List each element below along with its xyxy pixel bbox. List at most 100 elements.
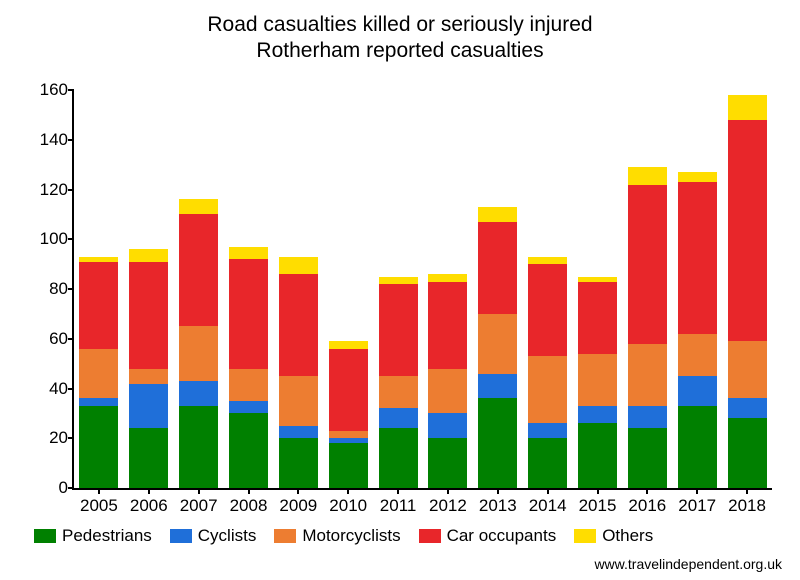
chart-title-line1: Road casualties killed or seriously inju…	[0, 12, 800, 38]
bar-segment-motorcyclists	[728, 341, 767, 398]
x-tick-label: 2016	[628, 496, 666, 516]
y-tick-mark	[68, 288, 74, 290]
x-tick-label: 2013	[479, 496, 517, 516]
chart-title: Road casualties killed or seriously inju…	[0, 0, 800, 65]
bar-segment-pedestrians	[628, 428, 667, 488]
bar-segment-car_occupants	[628, 185, 667, 344]
x-tick-mark	[646, 488, 648, 494]
y-tick-label: 40	[28, 379, 68, 399]
bar-segment-others	[428, 274, 467, 281]
bar-segment-car_occupants	[678, 182, 717, 334]
bar-segment-cyclists	[428, 413, 467, 438]
bar-segment-motorcyclists	[129, 369, 168, 384]
x-tick-label: 2012	[429, 496, 467, 516]
bar-segment-motorcyclists	[428, 369, 467, 414]
y-tick-mark	[68, 487, 74, 489]
bar-segment-cyclists	[129, 384, 168, 429]
bar-segment-pedestrians	[379, 428, 418, 488]
bar-segment-car_occupants	[129, 262, 168, 369]
legend-swatch-cyclists	[170, 529, 192, 543]
bar-segment-cyclists	[229, 401, 268, 413]
legend-label-others: Others	[602, 526, 653, 546]
x-tick-mark	[497, 488, 499, 494]
bar-segment-car_occupants	[279, 274, 318, 376]
bar-segment-motorcyclists	[279, 376, 318, 426]
bar-segment-car_occupants	[578, 282, 617, 354]
legend-swatch-car_occupants	[419, 529, 441, 543]
bar-segment-motorcyclists	[578, 354, 617, 406]
x-tick-label: 2009	[279, 496, 317, 516]
y-tick-mark	[68, 338, 74, 340]
legend-label-pedestrians: Pedestrians	[62, 526, 152, 546]
y-tick-label: 100	[28, 229, 68, 249]
chart-container: Road casualties killed or seriously inju…	[0, 0, 800, 580]
chart-title-line2: Rotherham reported casualties	[0, 38, 800, 64]
bar-segment-motorcyclists	[179, 326, 218, 381]
y-tick-label: 160	[28, 80, 68, 100]
y-tick-label: 140	[28, 130, 68, 150]
y-tick-mark	[68, 189, 74, 191]
legend-item-others: Others	[574, 526, 653, 546]
x-tick-label: 2008	[230, 496, 268, 516]
y-tick-label: 60	[28, 329, 68, 349]
x-tick-label: 2010	[329, 496, 367, 516]
x-tick-label: 2017	[678, 496, 716, 516]
x-tick-mark	[98, 488, 100, 494]
bar-segment-car_occupants	[329, 349, 368, 431]
bar-segment-pedestrians	[229, 413, 268, 488]
bar-segment-pedestrians	[179, 406, 218, 488]
bar-segment-car_occupants	[229, 259, 268, 368]
plot-area: 0204060801001201401602005200620072008200…	[72, 90, 772, 490]
bar-segment-others	[578, 277, 617, 282]
x-tick-mark	[148, 488, 150, 494]
y-tick-label: 120	[28, 180, 68, 200]
bar-segment-others	[79, 257, 118, 262]
bar-segment-pedestrians	[578, 423, 617, 488]
bar-segment-others	[678, 172, 717, 182]
x-tick-label: 2015	[579, 496, 617, 516]
bar-segment-pedestrians	[79, 406, 118, 488]
bar-segment-others	[229, 247, 268, 259]
x-tick-mark	[597, 488, 599, 494]
y-tick-mark	[68, 139, 74, 141]
bar-segment-cyclists	[179, 381, 218, 406]
y-tick-mark	[68, 89, 74, 91]
bar-segment-pedestrians	[678, 406, 717, 488]
bar-segment-others	[379, 277, 418, 284]
x-tick-label: 2006	[130, 496, 168, 516]
legend-label-car_occupants: Car occupants	[447, 526, 557, 546]
bar-segment-others	[179, 199, 218, 214]
legend-item-car_occupants: Car occupants	[419, 526, 557, 546]
bar-segment-cyclists	[79, 398, 118, 405]
bar-segment-cyclists	[279, 426, 318, 438]
y-tick-label: 0	[28, 478, 68, 498]
bar-segment-pedestrians	[428, 438, 467, 488]
x-tick-mark	[547, 488, 549, 494]
x-tick-mark	[248, 488, 250, 494]
bar-segment-cyclists	[578, 406, 617, 423]
bar-segment-car_occupants	[478, 222, 517, 314]
source-text: www.travelindependent.org.uk	[594, 556, 782, 572]
x-tick-mark	[198, 488, 200, 494]
bar-segment-car_occupants	[379, 284, 418, 376]
bar-segment-motorcyclists	[329, 431, 368, 438]
x-tick-label: 2014	[529, 496, 567, 516]
bar-segment-motorcyclists	[379, 376, 418, 408]
bar-segment-motorcyclists	[528, 356, 567, 423]
x-tick-label: 2005	[80, 496, 118, 516]
bar-segment-pedestrians	[129, 428, 168, 488]
legend-item-pedestrians: Pedestrians	[34, 526, 152, 546]
bar-segment-cyclists	[528, 423, 567, 438]
bar-segment-pedestrians	[478, 398, 517, 488]
bar-segment-others	[478, 207, 517, 222]
x-tick-mark	[347, 488, 349, 494]
x-tick-label: 2007	[180, 496, 218, 516]
bar-segment-pedestrians	[728, 418, 767, 488]
bar-segment-motorcyclists	[628, 344, 667, 406]
y-tick-mark	[68, 238, 74, 240]
legend-swatch-motorcyclists	[274, 529, 296, 543]
bar-segment-others	[129, 249, 168, 261]
legend: PedestriansCyclistsMotorcyclistsCar occu…	[34, 526, 653, 546]
bar-segment-cyclists	[728, 398, 767, 418]
y-tick-mark	[68, 388, 74, 390]
